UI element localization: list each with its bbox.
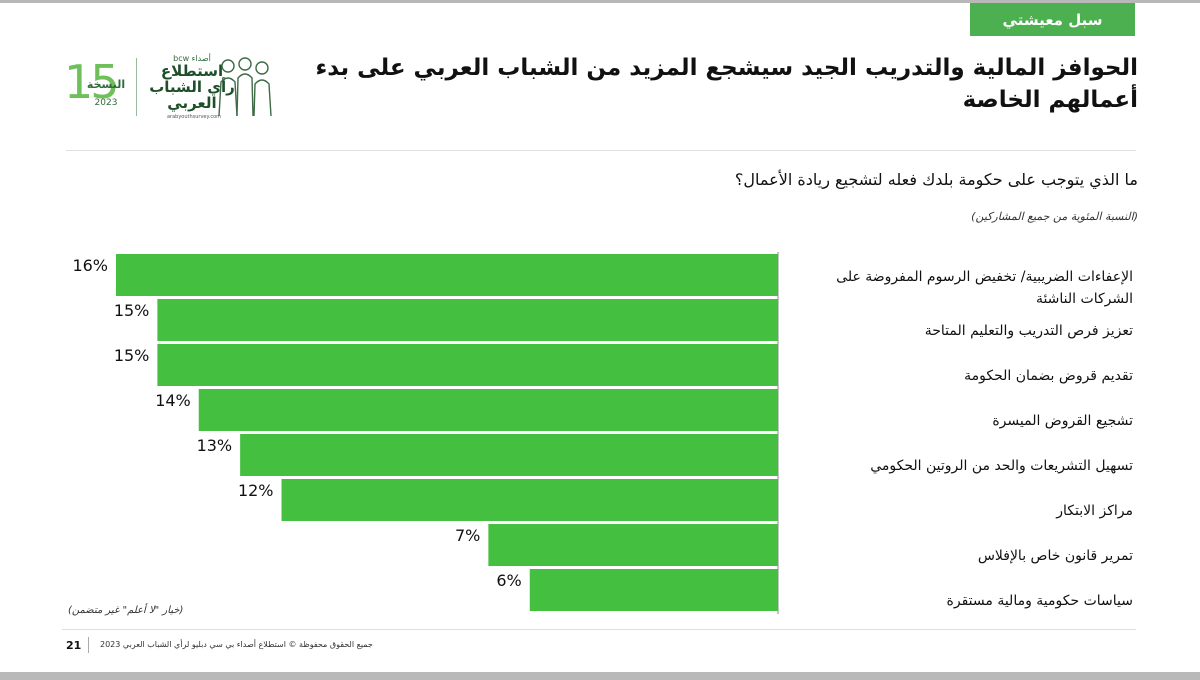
survey-logo: 15 النسخة 2023 أصداء bcw استطلاع رأي الش… (64, 54, 274, 124)
bar (529, 569, 778, 611)
footer-divider (62, 629, 1136, 630)
top-frame-line (0, 0, 1200, 3)
logo-url: arabyouthsurvey.com (166, 114, 222, 120)
bottom-frame-bar (0, 672, 1200, 680)
edition-word: النسخة (86, 78, 126, 91)
logo-title-line: رأي الشباب (149, 78, 235, 96)
edition-number: 15 (64, 55, 120, 109)
page-number: 21 (66, 639, 82, 652)
value-label: 14% (155, 391, 191, 410)
header-divider (66, 150, 1136, 151)
value-label: 6% (496, 571, 521, 590)
section-tag: سبل معيشتي (970, 3, 1135, 36)
logo-title: استطلاع رأي الشباب العربي (146, 63, 238, 111)
bar (198, 389, 778, 431)
value-label: 13% (197, 436, 233, 455)
edition-year: 2023 (94, 98, 118, 108)
bar (488, 524, 778, 566)
logo-divider (136, 58, 137, 116)
category-label: تسهيل التشريعات والحد من الروتين الحكومي (870, 458, 1133, 474)
bar (116, 254, 778, 296)
value-label: 15% (114, 346, 150, 365)
footer-separator (88, 637, 89, 653)
value-label: 16% (72, 256, 108, 275)
bar (281, 479, 778, 521)
logo-sponsor: أصداء bcw (173, 54, 211, 63)
logo-title-line: استطلاع (160, 62, 224, 80)
category-label: تشجيع القروض الميسرة (992, 413, 1133, 429)
value-label: 12% (238, 481, 274, 500)
chart-question: ما الذي يتوجب على حكومة بلدك فعله لتشجيع… (734, 170, 1138, 189)
copyright-text: جميع الحقوق محفوظة © استطلاع أصداء بي سي… (100, 640, 373, 649)
value-label: 15% (114, 301, 150, 320)
category-label: تقديم قروض بضمان الحكومة (964, 368, 1133, 384)
logo-title-line: العربي (167, 94, 217, 112)
category-label: الإعفاءات الضريبية/ تخفيض الرسوم المفروض… (836, 269, 1133, 285)
category-label: تعزيز فرص التدريب والتعليم المتاحة (925, 323, 1133, 339)
dont-know-note: (خيار "لا أعلم" غير متضمن) (68, 605, 184, 616)
bar (157, 344, 778, 386)
value-label: 7% (455, 526, 480, 545)
page-title: الحوافز المالية والتدريب الجيد سيشجع الم… (315, 55, 1138, 113)
category-label: الشركات الناشئة (1036, 291, 1133, 307)
bar (157, 299, 778, 341)
category-label: سياسات حكومية ومالية مستقرة (947, 593, 1133, 609)
category-label: تمرير قانون خاص بالإفلاس (978, 548, 1133, 564)
base-note: (النسبة المئوية من جميع المشاركين) (971, 210, 1138, 223)
youth-figures-icon (218, 57, 272, 117)
bar (240, 434, 778, 476)
category-label: مراكز الابتكار (1055, 503, 1133, 519)
